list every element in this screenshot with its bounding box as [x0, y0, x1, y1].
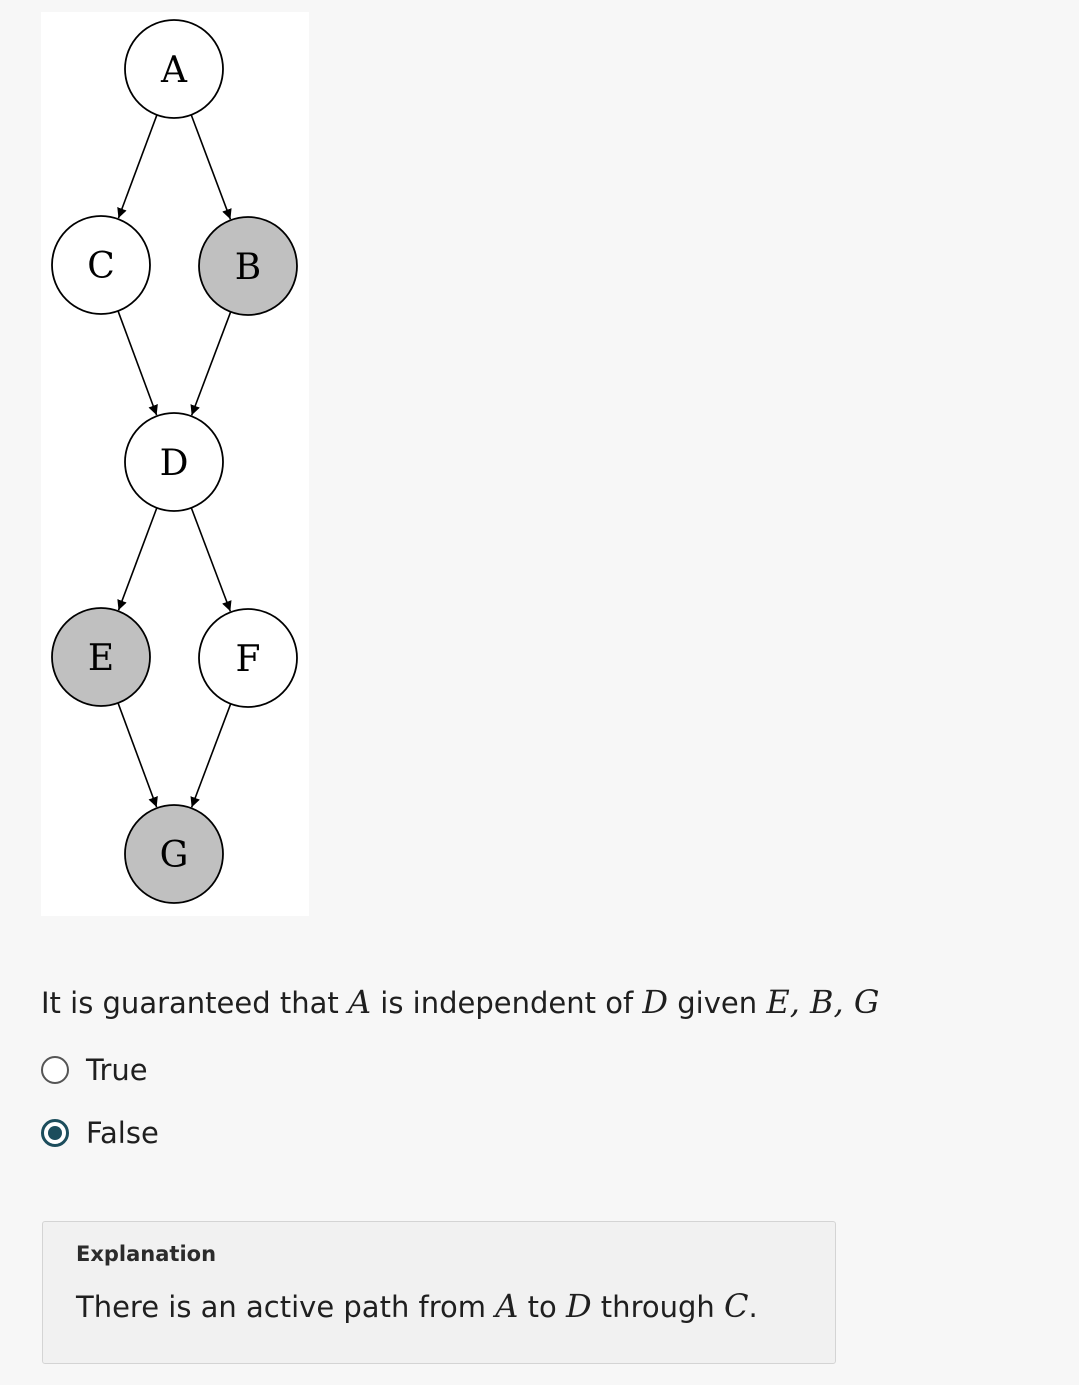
node-label-a: A: [160, 50, 188, 91]
node-a: A: [124, 19, 224, 119]
node-circle-d: [124, 412, 224, 512]
explanation-var-d: D: [565, 1287, 592, 1325]
bayes-net-diagram: A C B D E F G: [41, 12, 309, 916]
question-given: given: [668, 986, 767, 1020]
edge-a-b: [190, 114, 232, 220]
edge-a-c: [117, 114, 158, 219]
edge-c-d: [117, 310, 158, 416]
option-false[interactable]: False: [41, 1111, 159, 1155]
explanation-title: Explanation: [76, 1242, 217, 1266]
explanation-text: There is an active path from A to D thro…: [76, 1282, 758, 1331]
node-circle-e: [51, 607, 151, 707]
bayes-net-svg: A C B D E F G: [51, 19, 298, 904]
question-given-set: E, B, G: [766, 983, 880, 1021]
edge-d-e: [117, 507, 158, 611]
question-prefix: It is guaranteed that: [41, 986, 348, 1020]
option-true-label: True: [86, 1053, 148, 1087]
node-c: C: [51, 215, 151, 315]
node-label-b: B: [235, 247, 261, 288]
node-f: F: [198, 608, 298, 708]
explanation-var-c: C: [723, 1287, 749, 1325]
explanation-var-a: A: [495, 1287, 519, 1325]
node-circle-f: [198, 608, 298, 708]
node-circle-c: [51, 215, 151, 315]
option-true[interactable]: True: [41, 1048, 148, 1092]
node-e: E: [51, 607, 151, 707]
node-circle-a: [124, 19, 224, 119]
explanation-through: through: [591, 1290, 724, 1324]
node-circle-b: [198, 216, 298, 316]
explanation-end: .: [748, 1290, 758, 1324]
node-circle-g: [124, 804, 224, 904]
explanation-to: to: [518, 1290, 566, 1324]
node-b: B: [198, 216, 298, 316]
edge-e-g: [117, 702, 158, 808]
node-label-e: E: [88, 638, 114, 679]
radio-true[interactable]: [41, 1056, 69, 1084]
explanation-box: Explanation There is an active path from…: [42, 1221, 836, 1364]
node-label-f: F: [236, 639, 261, 680]
edge-f-g: [190, 703, 232, 808]
explanation-prefix: There is an active path from: [76, 1290, 496, 1324]
node-label-d: D: [160, 443, 189, 484]
question-text: It is guaranteed that A is independent o…: [41, 978, 879, 1027]
radio-false[interactable]: [41, 1119, 69, 1147]
edge-d-f: [190, 507, 232, 612]
question-middle: is independent of: [371, 986, 643, 1020]
question-var-d: D: [642, 983, 669, 1021]
node-label-g: G: [160, 835, 189, 876]
node-label-c: C: [87, 246, 115, 287]
option-false-label: False: [86, 1116, 159, 1150]
node-d: D: [124, 412, 224, 512]
node-g: G: [124, 804, 224, 904]
question-var-a: A: [347, 983, 372, 1021]
edge-b-d: [190, 311, 232, 416]
